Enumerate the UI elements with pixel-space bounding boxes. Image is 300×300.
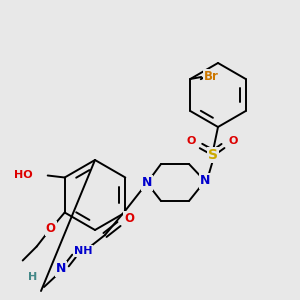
Text: H: H	[28, 272, 38, 282]
Text: O: O	[186, 136, 196, 146]
Text: O: O	[46, 222, 56, 235]
Text: O: O	[124, 212, 134, 226]
Text: NH: NH	[74, 246, 92, 256]
Text: S: S	[208, 148, 218, 162]
Text: N: N	[56, 262, 66, 275]
Text: Br: Br	[204, 70, 219, 83]
Text: HO: HO	[14, 170, 33, 181]
Text: N: N	[142, 176, 152, 190]
Text: N: N	[200, 175, 210, 188]
Text: O: O	[228, 136, 238, 146]
